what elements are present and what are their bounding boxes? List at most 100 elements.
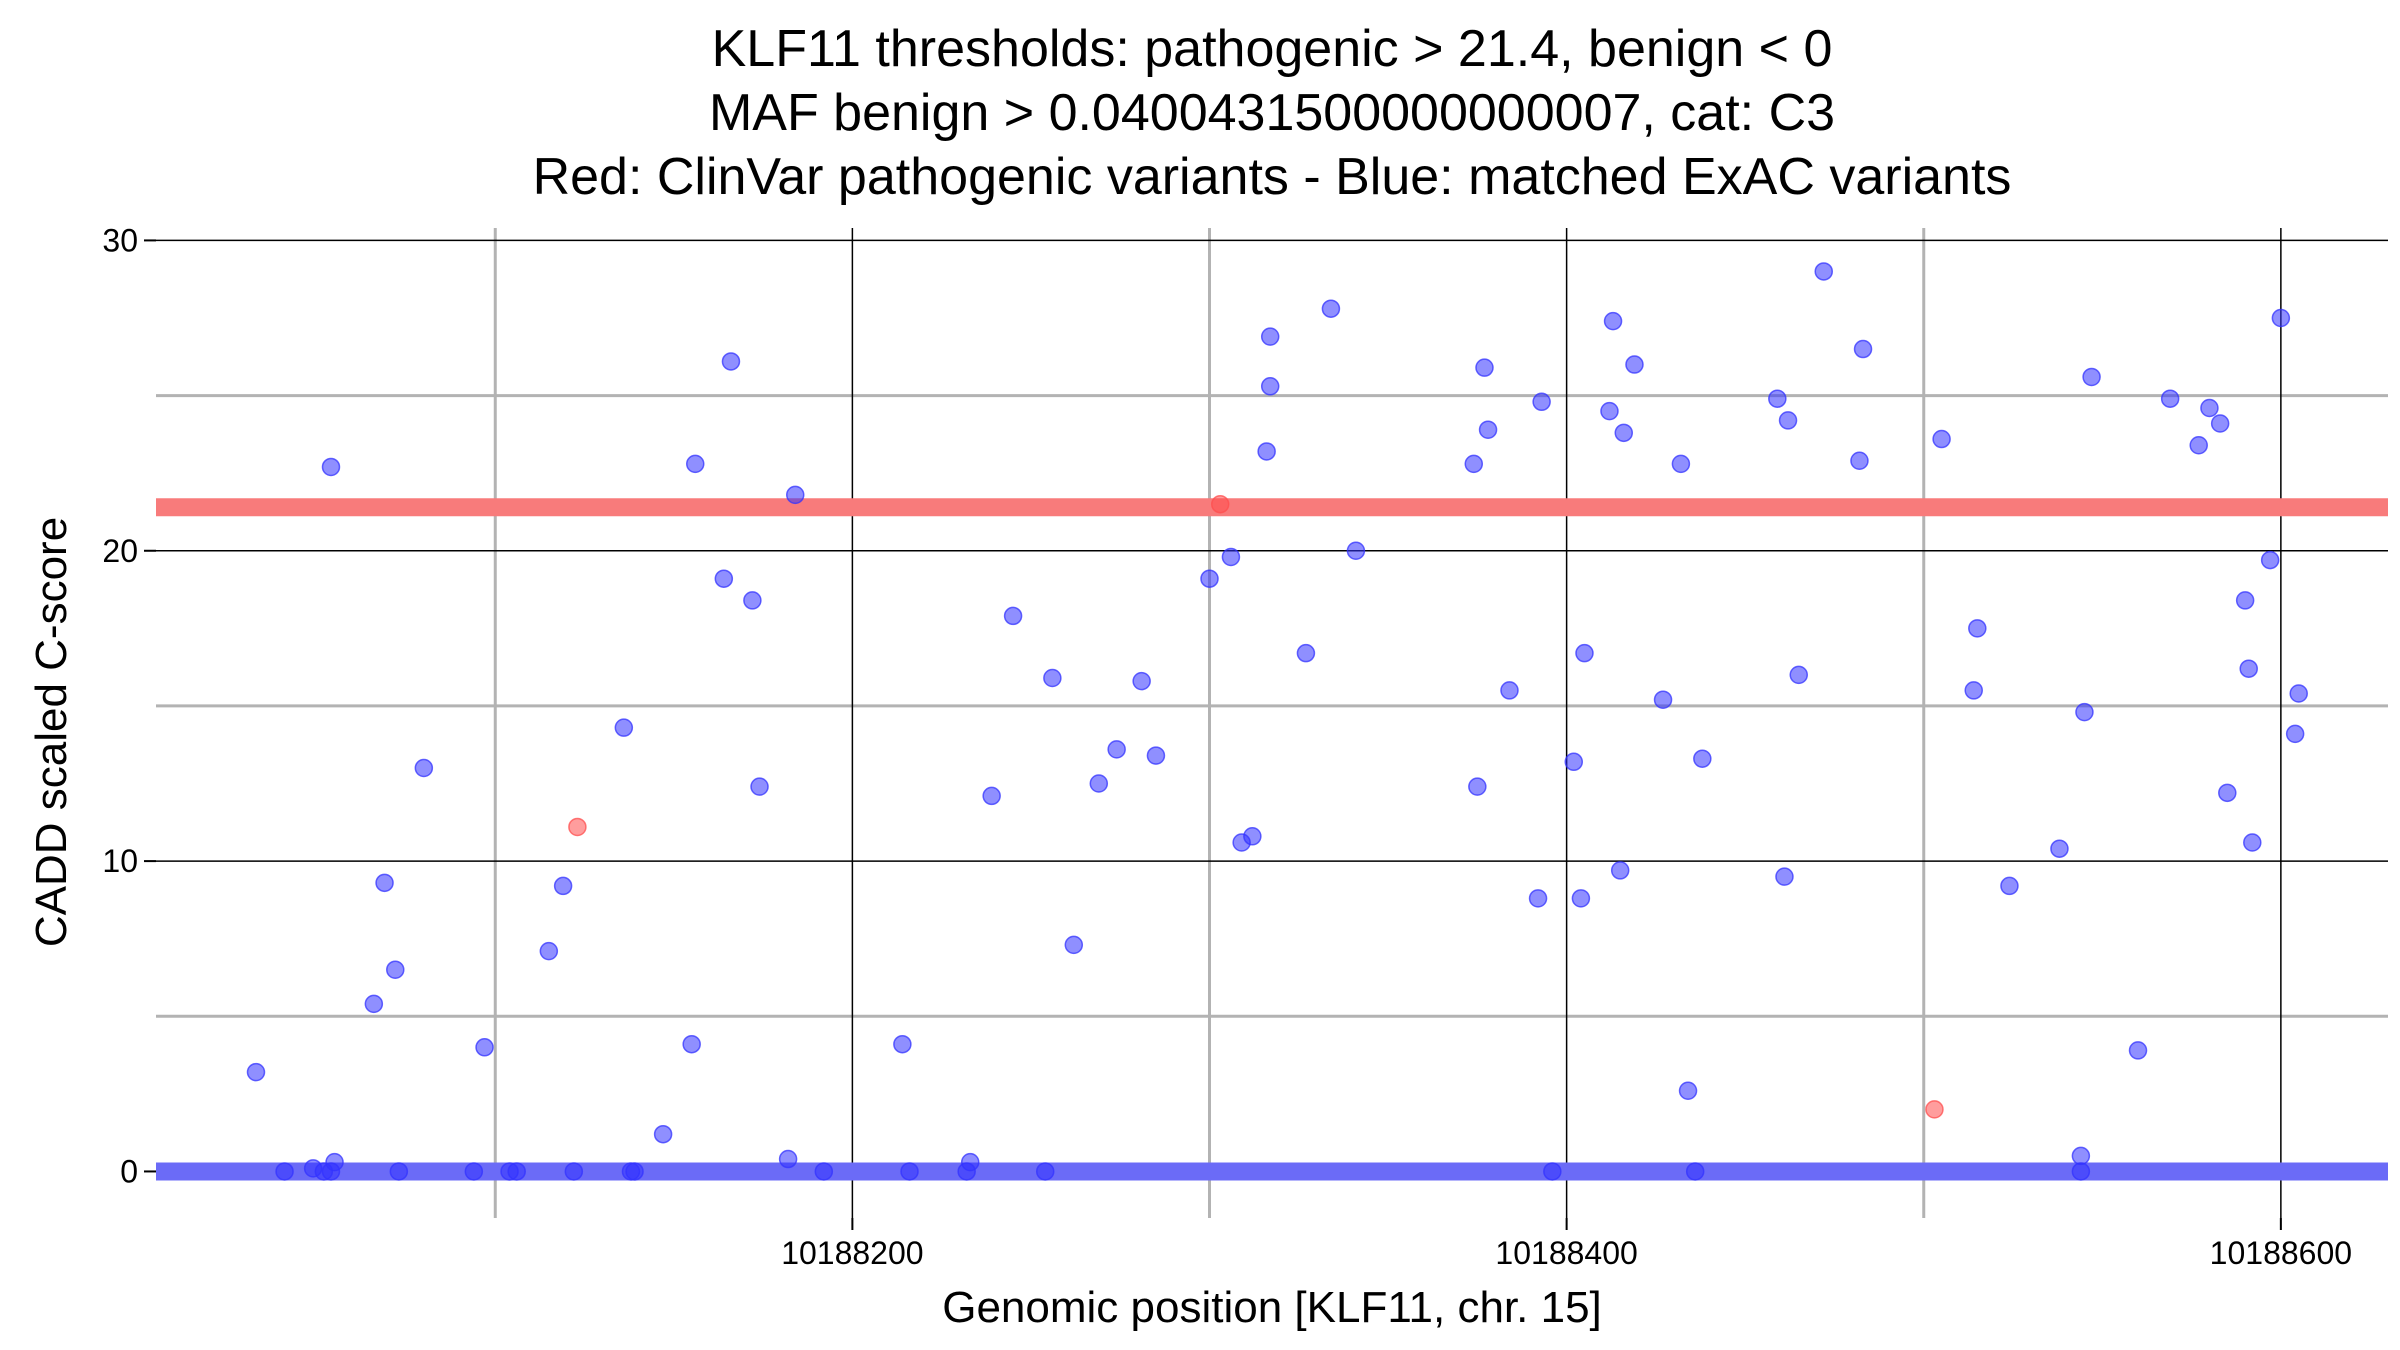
exac-variant-point [1260,327,1280,346]
y-axis: 0 10 20 30 [102,222,156,1189]
exac-variant-point [1600,401,1619,421]
exac-variant-point [1571,889,1591,908]
exac-variant-point [2128,1041,2148,1060]
exac-variant-point [2239,659,2258,678]
exac-variant-point [653,1124,673,1144]
x-axis: 10188200 10188400 10188600 [781,1218,2352,1271]
exac-variant-point [1968,619,1987,638]
y-tick-label: 0 [120,1153,138,1189]
exac-variant-point [743,591,762,610]
y-tick-label: 10 [102,843,138,879]
exac-variant-point [275,1162,294,1181]
exac-variant-point [1614,423,1634,443]
exac-variant-point [375,873,394,893]
data-points [246,262,2308,1181]
exac-variant-point [1321,299,1341,318]
exac-variant-point [750,777,769,796]
exac-variant-point [2071,1146,2091,1166]
title-line-1: KLF11 thresholds: pathogenic > 21.4, ben… [712,20,1833,78]
title-line-2: MAF benign > 0.0400431500000000007, cat:… [709,84,1835,142]
minor-gridlines [156,228,2388,1218]
exac-variant-point [325,1152,344,1172]
exac-variant-point [1778,411,1798,430]
title-line-3: Red: ClinVar pathogenic variants - Blue:… [533,148,2012,206]
exac-variant-point [389,1162,409,1181]
pathogenic-variant-point [1925,1100,1944,1119]
exac-variant-point [1296,643,1316,663]
x-tick-label: 10188200 [781,1235,923,1271]
exac-variant-point [1693,749,1712,768]
exac-variant-point [475,1038,494,1057]
exac-variant-point [1964,681,1983,700]
exac-variant-point [2200,398,2219,418]
exac-variant-point [1003,606,1023,626]
exac-variant-point [960,1152,980,1172]
exac-variant-point [2260,550,2280,570]
exac-variant-point [1200,569,1219,588]
exac-variant-point [893,1034,912,1054]
exac-variant-point [246,1062,266,1082]
exac-variant-point [625,1162,644,1181]
exac-variant-point [1132,671,1151,691]
chart-title: KLF11 thresholds: pathogenic > 21.4, ben… [533,20,2012,206]
exac-variant-point [2075,702,2094,722]
exac-variant-point [1043,668,1062,688]
exac-variant-point [2271,308,2291,328]
threshold-lines [156,498,2388,1181]
exac-variant-point [1089,774,1109,793]
exac-variant-point [1575,643,1594,663]
major-gridlines [156,228,2388,1218]
exac-variant-point [2160,389,2180,408]
y-tick-label: 20 [102,533,138,569]
exac-variant-point [2235,591,2255,610]
exac-variant-point [721,352,741,371]
x-tick-label: 10188400 [1495,1235,1637,1271]
exac-variant-point [539,941,559,961]
exac-variant-point [1671,454,1691,474]
exac-variant-point [2082,367,2101,387]
exac-variant-point [2218,783,2237,803]
exac-variant-point [1532,392,1551,412]
x-tick-label: 10188600 [2210,1235,2352,1271]
exac-variant-point [321,457,341,477]
exac-variant-point [1603,311,1623,331]
exac-variant-point [553,876,573,896]
exac-variant-point [564,1162,584,1181]
exac-variant-point [1064,935,1084,955]
exac-variant-point [785,485,805,505]
exac-variant-point [1653,690,1673,709]
y-tick-label: 30 [102,222,138,258]
exac-variant-point [1107,740,1126,759]
exac-variant-point [2189,435,2208,455]
exac-variant-point [1464,454,1484,474]
exac-variant-point [982,786,1001,806]
exac-variant-point [614,718,634,737]
exac-variant-point [1685,1162,1705,1181]
exac-variant-point [1478,420,1498,439]
exac-variant-point [1500,681,1519,700]
exac-variant-point [364,994,384,1014]
exac-variant-point [2050,839,2069,858]
exac-variant-point [1775,867,1794,886]
exac-variant-point [1853,339,1873,359]
exac-variant-point [507,1162,526,1181]
pathogenic-variant-point [568,817,587,837]
exac-variant-point [1221,547,1241,567]
exac-variant-point [414,758,434,778]
exac-variant-point [1346,541,1366,561]
exac-variant-point [1610,861,1630,880]
x-axis-label: Genomic position [KLF11, chr. 15] [942,1283,1602,1332]
exac-variant-point [1146,746,1166,765]
exac-variant-point [686,454,705,474]
exac-variant-point [2285,724,2305,744]
exac-variant-point [714,569,734,588]
exac-variant-point [2000,876,2019,896]
exac-variant-point [682,1034,701,1054]
exac-variant-point [1260,377,1280,396]
exac-variant-point [1625,355,1644,374]
exac-variant-point [1468,777,1487,796]
exac-variant-point [1814,262,1834,281]
exac-variant-point [814,1162,834,1181]
